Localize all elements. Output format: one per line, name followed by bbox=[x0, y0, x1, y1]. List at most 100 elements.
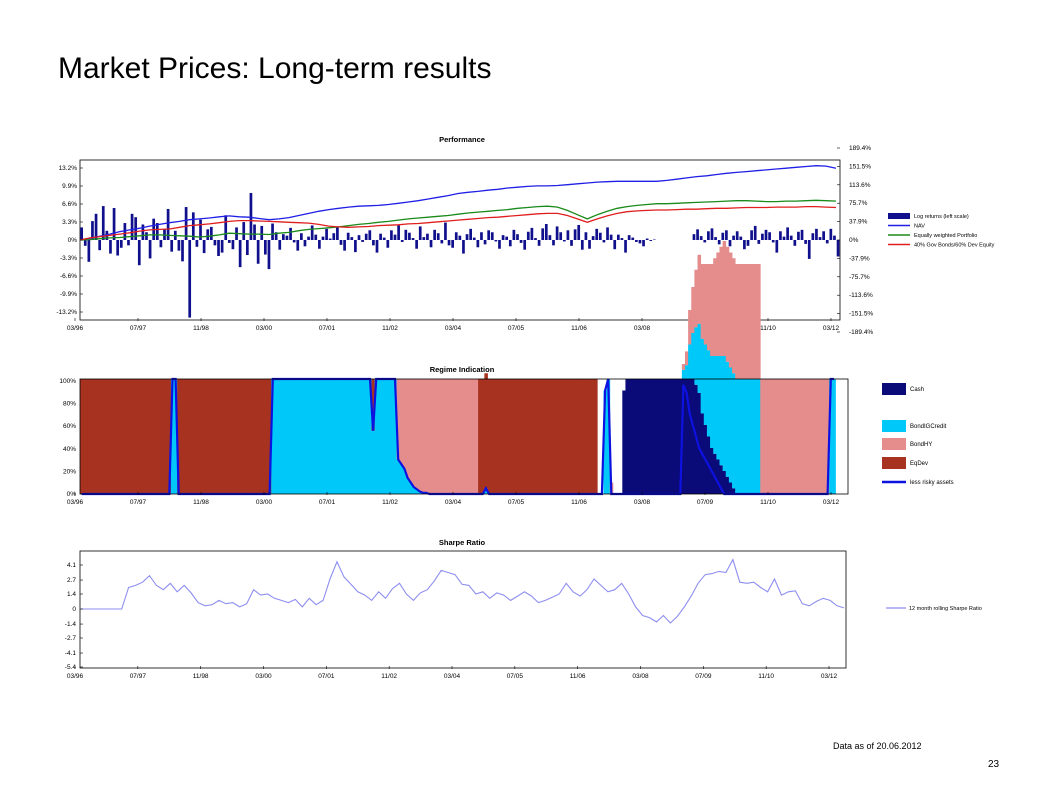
regime-cash-segment bbox=[622, 390, 626, 494]
log-return-bar bbox=[418, 226, 422, 240]
regime-cash-segment bbox=[725, 476, 730, 494]
log-return-bar bbox=[584, 232, 588, 240]
regime-eqdev-segment bbox=[164, 379, 169, 494]
legend-label: BondIGCredit bbox=[910, 424, 947, 430]
log-return-bar bbox=[436, 233, 440, 240]
log-return-bar bbox=[263, 240, 267, 255]
regime-cash-segment bbox=[644, 379, 648, 494]
perf-right-tick-label: -151.5% bbox=[849, 311, 873, 318]
log-return-bar bbox=[245, 240, 249, 256]
log-return-bar bbox=[451, 240, 454, 248]
regime-bondigcredit-segment bbox=[409, 482, 413, 494]
log-return-bar bbox=[130, 213, 134, 240]
log-return-bar bbox=[598, 232, 602, 240]
regime-bondigcredit-segment bbox=[271, 379, 275, 494]
regime-eqdev-segment bbox=[478, 379, 482, 494]
regime-bondigcredit-segment bbox=[283, 379, 288, 494]
sharpe-y-tick-label: 4.1 bbox=[67, 562, 76, 569]
log-return-bar bbox=[588, 240, 591, 249]
regime-bondhy-segment bbox=[421, 379, 426, 493]
log-return-bar bbox=[566, 230, 570, 240]
log-return-bar bbox=[764, 229, 768, 240]
regime-chart-title: Regime Indication bbox=[430, 365, 495, 374]
perf-right-tick-label: -113.6% bbox=[849, 292, 873, 299]
regime-bondhy-segment bbox=[816, 379, 821, 494]
regime-bondhy-segment bbox=[684, 351, 689, 366]
log-return-bar bbox=[573, 229, 577, 240]
regime-x-tick-label: 03/96 bbox=[67, 499, 84, 506]
log-return-bar bbox=[224, 215, 228, 240]
log-return-bar bbox=[797, 231, 800, 240]
log-return-bar bbox=[472, 237, 476, 240]
regime-eqdev-segment bbox=[127, 379, 131, 494]
log-return-bar bbox=[400, 240, 404, 242]
log-return-bar bbox=[746, 240, 750, 246]
regime-bondigcredit-segment bbox=[396, 459, 401, 494]
log-return-bar bbox=[408, 232, 411, 240]
regime-bondhy-segment bbox=[826, 379, 830, 494]
regime-eqdev-segment bbox=[214, 379, 219, 494]
regime-bondigcredit-segment bbox=[415, 489, 419, 494]
log-return-bar bbox=[195, 240, 199, 247]
log-return-bar bbox=[595, 228, 599, 240]
perf-right-tick-label: 75.7% bbox=[849, 200, 868, 207]
legend-label: 40% Gov Bonds/60% Dev Equity bbox=[914, 243, 995, 249]
regime-bondigcredit-segment bbox=[330, 379, 335, 494]
regime-bondigcredit-segment bbox=[390, 379, 394, 494]
log-return-bar bbox=[188, 240, 192, 318]
regime-bondhy-segment bbox=[434, 379, 438, 494]
regime-bondhy-segment bbox=[402, 379, 407, 469]
regime-bondhy-segment bbox=[804, 379, 808, 494]
regime-bondigcredit-segment bbox=[368, 379, 372, 494]
sharpe-chart: Sharpe Ratio 4.12.71.40-1.4-2.7-4.1-5.4 … bbox=[65, 538, 982, 680]
regime-bondigcredit-segment bbox=[691, 333, 695, 379]
regime-cash-segment bbox=[631, 379, 636, 494]
log-return-bar bbox=[307, 236, 310, 240]
regime-bondhy-segment bbox=[700, 264, 705, 339]
log-return-bar bbox=[725, 230, 728, 240]
log-return-bar bbox=[811, 233, 815, 240]
log-return-bar bbox=[505, 236, 509, 240]
log-return-bar bbox=[490, 232, 494, 240]
legend-eqdev-swatch bbox=[882, 457, 906, 469]
sharpe-y-tick-label: -2.7 bbox=[65, 635, 77, 642]
regime-bondigcredit-segment bbox=[710, 356, 714, 448]
regime-eqdev-segment bbox=[243, 379, 247, 494]
data-date-footnote: Data as of 20.06.2012 bbox=[833, 741, 922, 751]
log-return-bar bbox=[83, 240, 87, 246]
log-return-bar bbox=[534, 238, 537, 240]
regime-eqdev-segment bbox=[525, 379, 529, 494]
regime-eqdev-segment bbox=[562, 379, 567, 494]
log-return-bar bbox=[833, 235, 836, 240]
regime-bondhy-segment bbox=[741, 264, 745, 379]
perf-x-tick-label: 03/12 bbox=[823, 325, 840, 332]
log-return-bar bbox=[501, 235, 505, 240]
regime-bondhy-segment bbox=[769, 379, 774, 494]
regime-bondigcredit-segment bbox=[327, 379, 332, 494]
log-return-bar bbox=[707, 231, 710, 240]
regime-eqdev-segment bbox=[92, 379, 97, 494]
regime-cash-segment bbox=[716, 459, 720, 494]
regime-eqdev-segment bbox=[565, 379, 570, 494]
regime-bondigcredit-segment bbox=[374, 379, 379, 494]
legend-bondigcredit-swatch bbox=[882, 420, 906, 432]
regime-eqdev-segment bbox=[80, 379, 84, 494]
regime-bondhy-segment bbox=[446, 379, 451, 494]
log-return-bar bbox=[480, 232, 483, 240]
log-return-bar bbox=[260, 225, 264, 240]
regime-bondhy-segment bbox=[688, 310, 692, 345]
log-return-bar bbox=[624, 240, 627, 253]
log-return-bar bbox=[447, 240, 451, 246]
log-return-bar bbox=[127, 240, 130, 246]
perf-x-tick-label: 11/10 bbox=[760, 325, 776, 332]
regime-bondhy-segment bbox=[732, 258, 736, 374]
log-return-bar bbox=[620, 238, 624, 240]
log-return-bar bbox=[256, 240, 260, 264]
regime-eqdev-segment bbox=[578, 379, 582, 494]
log-return-bar bbox=[253, 224, 256, 240]
regime-bondhy-segment bbox=[779, 379, 783, 494]
regime-bondigcredit-segment bbox=[377, 379, 382, 494]
regime-eqdev-segment bbox=[559, 379, 564, 494]
log-return-bar bbox=[804, 240, 807, 244]
